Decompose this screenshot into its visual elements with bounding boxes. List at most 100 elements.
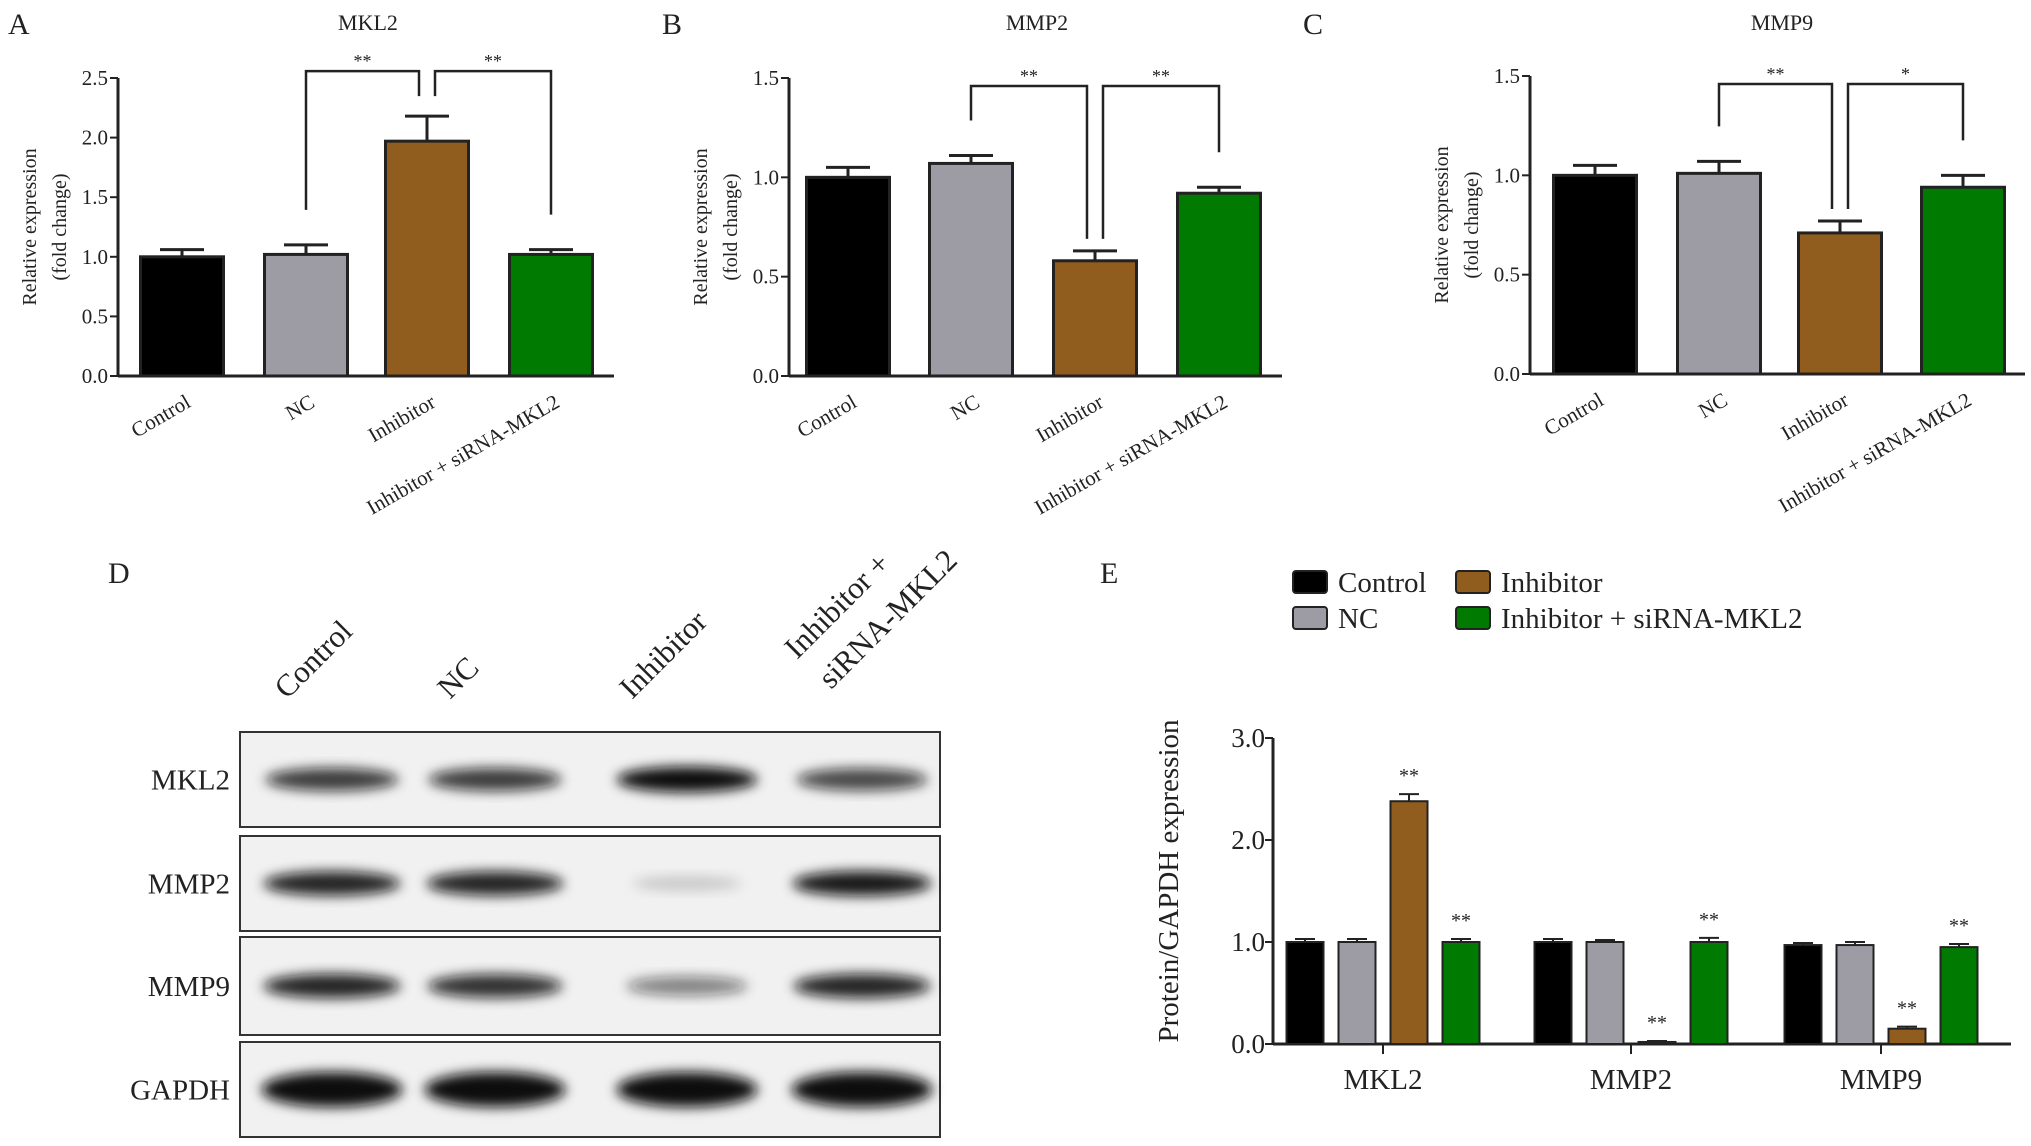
y-tick-label: 0.0	[1231, 1029, 1265, 1059]
protein-band	[632, 876, 742, 891]
x-tick-label: NC	[946, 390, 983, 425]
y-axis-label: Relative expression	[690, 148, 712, 305]
panel-letter: C	[1303, 8, 1323, 41]
bar-inhibitor-sirna-mkl2	[1939, 946, 1979, 1045]
x-tick-label: Inhibitor	[1777, 388, 1853, 446]
x-tick-label: MMP2	[1590, 1064, 1672, 1096]
protein-band	[261, 1071, 403, 1108]
bar-nc	[1676, 171, 1762, 376]
x-tick-label: Inhibitor	[364, 390, 440, 448]
panel-letter: E	[1100, 557, 1118, 590]
y-tick-label: 1.0	[753, 165, 779, 189]
protein-band	[793, 973, 931, 999]
legend-item: Inhibitor	[1455, 567, 1603, 599]
y-tick-label: 1.5	[753, 66, 779, 90]
legend-item: Control	[1292, 567, 1427, 599]
y-tick-label: 1.5	[82, 185, 108, 209]
significance-label: **	[1647, 1012, 1667, 1034]
legend-label: NC	[1338, 603, 1378, 635]
y-tick-label: 0.0	[753, 364, 779, 388]
lane-label: NC	[430, 650, 485, 705]
significance-bracket	[1846, 82, 1965, 210]
significance-label: **	[1399, 765, 1419, 787]
significance-bracket	[1717, 82, 1834, 210]
lane-label: Control	[267, 613, 359, 705]
x-tick-label: NC	[281, 390, 318, 425]
protein-band	[796, 768, 928, 791]
legend-swatch	[1455, 570, 1491, 594]
y-axis-label: (fold change)	[1461, 171, 1483, 278]
protein-band	[263, 973, 401, 999]
bar-control	[1552, 173, 1638, 376]
significance-bracket	[433, 69, 553, 215]
significance-label: **	[1897, 998, 1917, 1020]
protein-band	[792, 870, 932, 897]
protein-band	[626, 976, 748, 996]
y-axis-label: (fold change)	[49, 173, 71, 280]
protein-band	[265, 767, 399, 792]
legend-label: Control	[1338, 567, 1427, 599]
legend-swatch	[1292, 606, 1328, 630]
x-tick-label: Control	[127, 389, 195, 442]
significance-bracket	[969, 84, 1089, 239]
y-tick-label: 2.0	[1231, 825, 1265, 855]
protein-band	[616, 1071, 758, 1108]
y-tick-label: 0.5	[1494, 263, 1520, 287]
bar-inhibitor	[1389, 800, 1429, 1045]
protein-band	[427, 974, 563, 998]
legend-swatch	[1455, 606, 1491, 630]
bar-inhibitor-sirna-mkl2	[508, 252, 594, 378]
x-tick-label: Control	[793, 389, 861, 442]
x-tick-label: Inhibitor	[1032, 390, 1108, 448]
significance-label: **	[1699, 909, 1719, 931]
bar-control	[1285, 941, 1325, 1045]
chart-E: E Control NC Inhibitor Inhibitor + siRNA-MKL…	[1100, 557, 2011, 1096]
y-tick-label: 2.0	[82, 126, 108, 150]
x-tick-label: Control	[1540, 387, 1608, 440]
bar-control	[1533, 941, 1573, 1045]
bar-nc	[1835, 944, 1875, 1045]
chart-title: MMP9	[1751, 10, 1813, 35]
chart-title: MMP2	[1006, 10, 1068, 35]
y-axis-label: Relative expression	[19, 148, 41, 305]
chart-C: C MMP9 Relative expression (fold change) 0.0…	[1303, 8, 2025, 518]
y-tick-label: 1.0	[1231, 927, 1265, 957]
y-tick-label: 0.0	[82, 364, 108, 388]
panel-letter: A	[8, 8, 30, 41]
protein-band	[616, 766, 758, 793]
legend-label: Inhibitor	[1501, 567, 1603, 599]
bar-inhibitor-sirna-mkl2	[1920, 185, 2006, 376]
bar-control	[139, 255, 225, 378]
significance-bracket	[1101, 84, 1221, 239]
y-tick-label: 0.0	[1494, 362, 1520, 386]
panel-letter: D	[108, 557, 130, 590]
bar-inhibitor	[384, 139, 470, 378]
bar-inhibitor	[1052, 259, 1138, 378]
protein-band	[263, 871, 401, 896]
y-tick-label: 0.5	[82, 304, 108, 328]
bar-nc	[1337, 941, 1377, 1045]
row-label: MKL2	[151, 765, 230, 797]
y-tick-label: 1.5	[1494, 64, 1520, 88]
bar-control	[805, 175, 891, 378]
bar-inhibitor	[1797, 231, 1883, 376]
y-tick-label: 2.5	[82, 66, 108, 90]
legend-item: Inhibitor + siRNA-MKL2	[1455, 603, 1803, 635]
y-axis-label: Protein/GAPDH expression	[1153, 719, 1185, 1043]
protein-band	[428, 767, 562, 792]
x-tick-label: MKL2	[1344, 1064, 1423, 1096]
x-tick-label: NC	[1694, 388, 1731, 423]
bar-inhibitor	[1637, 1040, 1677, 1045]
protein-band	[791, 1071, 933, 1108]
row-label: GAPDH	[130, 1075, 230, 1107]
bar-nc	[928, 161, 1014, 378]
bar-inhibitor-sirna-mkl2	[1176, 191, 1262, 378]
y-tick-label: 1.0	[82, 245, 108, 269]
bar-nc	[1585, 941, 1625, 1045]
legend-item: NC	[1292, 603, 1378, 635]
protein-band	[426, 871, 564, 896]
x-tick-label: MMP9	[1840, 1064, 1922, 1096]
bar-inhibitor-sirna-mkl2	[1441, 941, 1481, 1045]
